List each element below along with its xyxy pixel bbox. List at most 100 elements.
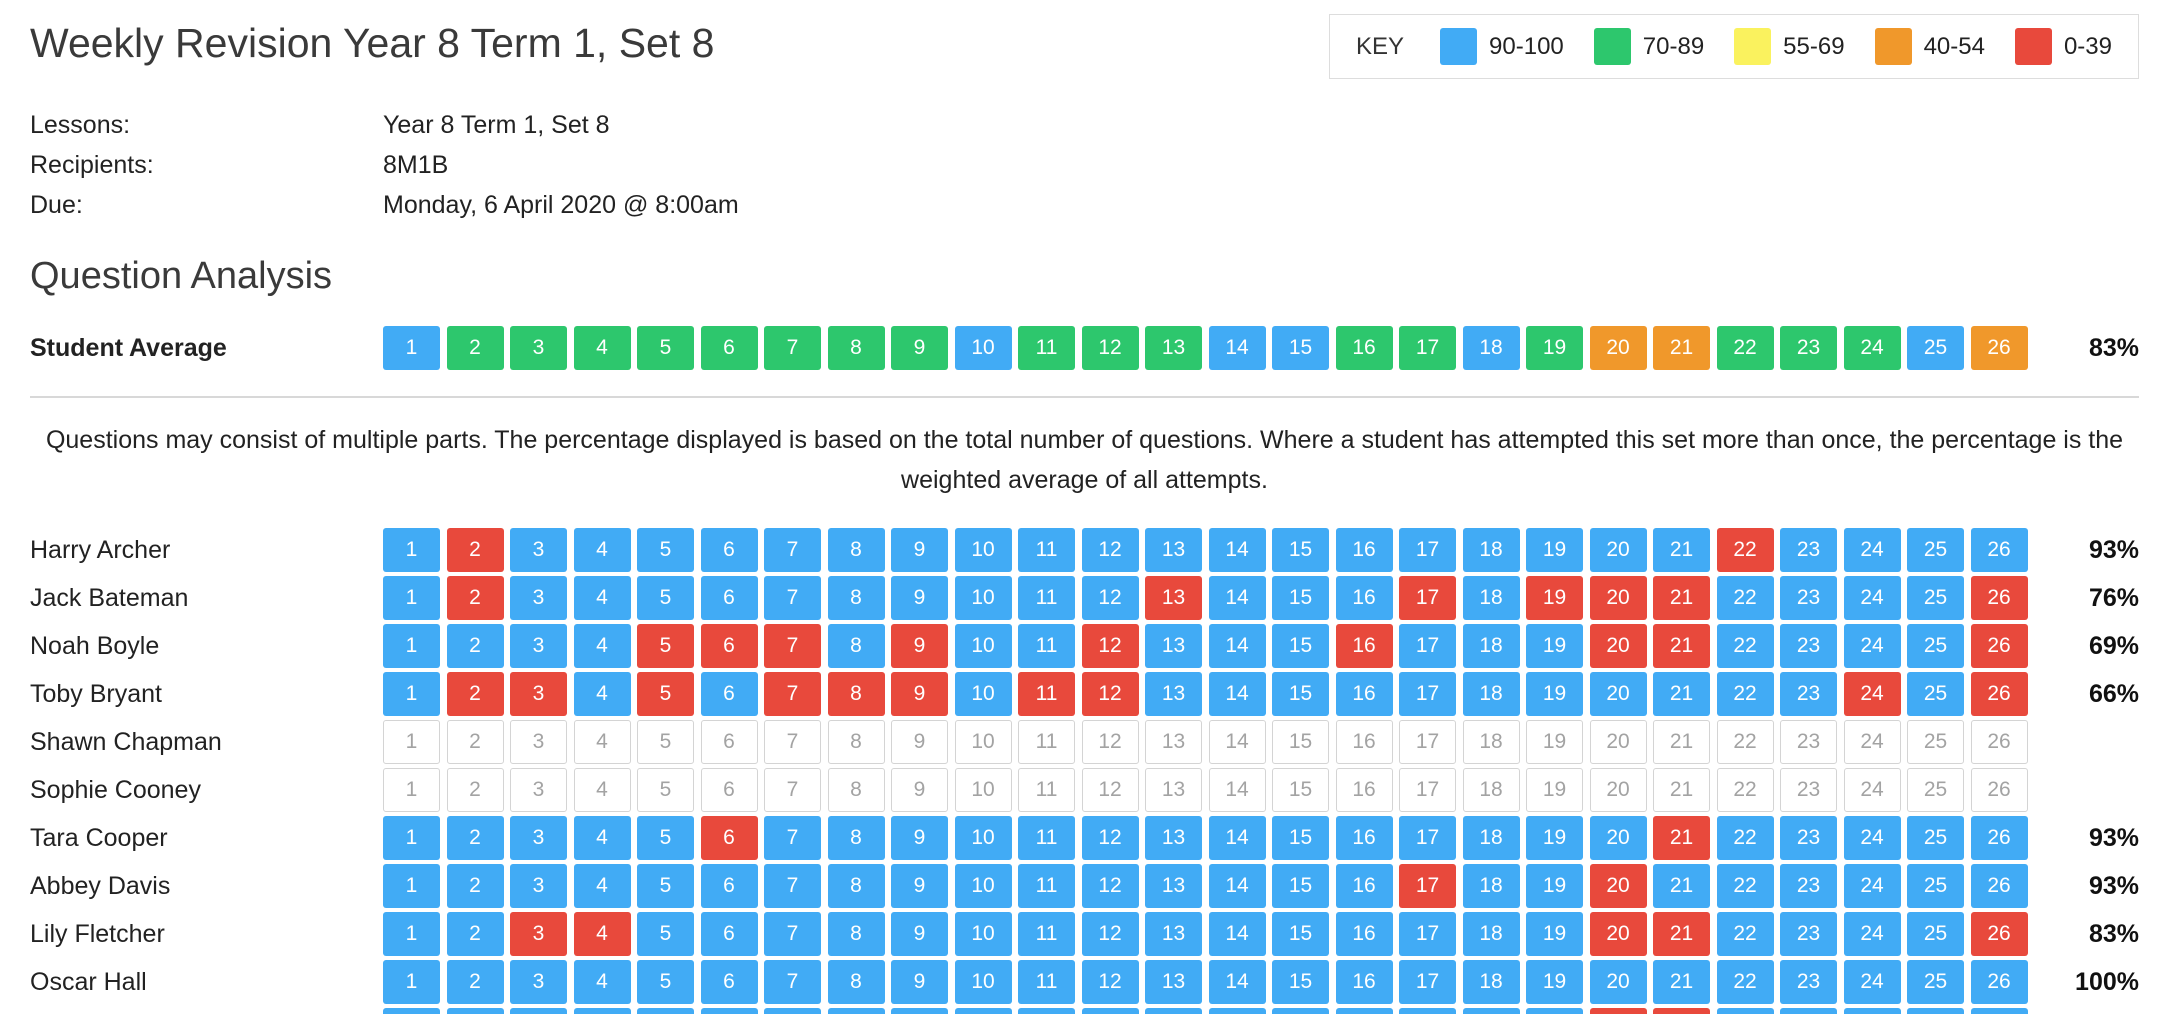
key-band: 70-89	[1593, 28, 1704, 65]
question-cell: 5	[637, 960, 694, 1004]
question-cell: 25	[1907, 1008, 1964, 1014]
question-cell: 14	[1208, 864, 1266, 908]
question-cell: 18	[1462, 326, 1520, 370]
row-percent: 76%	[2088, 583, 2139, 612]
question-cell: 12	[1081, 816, 1139, 860]
question-cell: 23	[1780, 912, 1837, 956]
question-cell: 14	[1208, 326, 1266, 370]
key-swatch	[1734, 28, 1772, 65]
question-cell: 8	[827, 576, 885, 620]
question-cell: 18	[1462, 768, 1520, 812]
question-cell: 13	[1145, 528, 1202, 572]
question-cell: 16	[1335, 528, 1393, 572]
question-cell: 13	[1145, 864, 1202, 908]
question-cell: 23	[1780, 960, 1837, 1004]
question-cell: 18	[1462, 960, 1520, 1004]
question-cell: 6	[700, 624, 758, 668]
question-cell: 1	[383, 912, 440, 956]
question-cell: 16	[1335, 768, 1393, 812]
question-cell: 1	[383, 1008, 440, 1014]
question-cell: 10	[954, 326, 1012, 370]
question-cell: 10	[954, 528, 1012, 572]
question-cell: 5	[637, 528, 694, 572]
question-cell: 13	[1145, 720, 1202, 764]
question-cell: 11	[1018, 672, 1075, 716]
question-cell: 26	[1970, 768, 2028, 812]
question-cell: 22	[1716, 720, 1774, 764]
question-cell: 3	[510, 1008, 567, 1014]
question-cell: 16	[1335, 326, 1393, 370]
question-cell: 9	[891, 912, 948, 956]
question-cell: 17	[1399, 326, 1456, 370]
question-cell: 12	[1081, 720, 1139, 764]
question-cell: 24	[1843, 624, 1901, 668]
question-cell: 12	[1081, 528, 1139, 572]
question-cell: 4	[573, 672, 631, 716]
question-cell: 11	[1018, 624, 1075, 668]
question-cell: 4	[573, 326, 631, 370]
question-cell: 20	[1589, 1008, 1647, 1014]
question-cell: 14	[1208, 816, 1266, 860]
question-cell: 15	[1272, 672, 1329, 716]
key-band-label: 40-54	[1923, 32, 1985, 60]
question-cell: 16	[1335, 816, 1393, 860]
question-cell: 9	[891, 672, 948, 716]
question-cell: 14	[1208, 1008, 1266, 1014]
key-band: 40-54	[1874, 28, 1985, 65]
question-cell: 12	[1081, 326, 1139, 370]
question-cell: 12	[1081, 576, 1139, 620]
meta-row: Recipients: 8M1B	[30, 145, 2139, 185]
question-cell: 3	[510, 720, 567, 764]
question-cell: 15	[1272, 528, 1329, 572]
question-cell: 23	[1780, 576, 1837, 620]
question-cell: 9	[891, 1008, 948, 1014]
question-cell: 11	[1018, 960, 1075, 1004]
question-cell: 20	[1589, 326, 1647, 370]
question-cell: 18	[1462, 864, 1520, 908]
student-name: Abbey Davis	[30, 871, 171, 900]
question-cell: 7	[764, 816, 821, 860]
question-cell: 15	[1272, 816, 1329, 860]
page-title: Weekly Revision Year 8 Term 1, Set 8	[30, 20, 715, 66]
question-cell: 18	[1462, 1008, 1520, 1014]
question-cell: 20	[1589, 624, 1647, 668]
question-cell: 5	[637, 816, 694, 860]
question-cell: 17	[1399, 864, 1456, 908]
question-cell: 23	[1780, 720, 1837, 764]
student-row: Jack Bateman 1 2 3 4 5 6 7 8 9 10 11 12 13 14 15 16 17 18 1…	[30, 574, 2139, 622]
key-swatch	[2014, 28, 2052, 65]
question-cell: 8	[827, 672, 885, 716]
question-cell: 17	[1399, 912, 1456, 956]
student-name: Noah Boyle	[30, 631, 160, 660]
question-cell: 25	[1907, 912, 1964, 956]
question-cell: 14	[1208, 768, 1266, 812]
question-cell: 3	[510, 528, 567, 572]
question-cell: 3	[510, 816, 567, 860]
question-cell: 26	[1970, 528, 2028, 572]
question-cell: 9	[891, 624, 948, 668]
question-cell: 16	[1335, 960, 1393, 1004]
question-cell: 13	[1145, 816, 1202, 860]
question-cell: 6	[700, 912, 758, 956]
question-cell: 2	[446, 720, 504, 764]
question-cell: 19	[1526, 720, 1583, 764]
student-name: Tara Cooper	[30, 823, 168, 852]
question-cell: 21	[1653, 816, 1710, 860]
question-cell: 10	[954, 960, 1012, 1004]
question-cell: 18	[1462, 528, 1520, 572]
question-cell: 3	[510, 326, 567, 370]
question-cell: 18	[1462, 720, 1520, 764]
question-cell: 20	[1589, 528, 1647, 572]
question-cell: 14	[1208, 528, 1266, 572]
student-row: Lily Fletcher 1 2 3 4 5 6 7 8 9 10 11 12 13 14 15 16 17 18…	[30, 910, 2139, 958]
question-cell: 7	[764, 1008, 821, 1014]
question-cell: 26	[1970, 720, 2028, 764]
question-cell: 20	[1589, 816, 1647, 860]
key-band: 55-69	[1734, 28, 1845, 65]
question-cell: 8	[827, 720, 885, 764]
question-cell: 5	[637, 1008, 694, 1014]
